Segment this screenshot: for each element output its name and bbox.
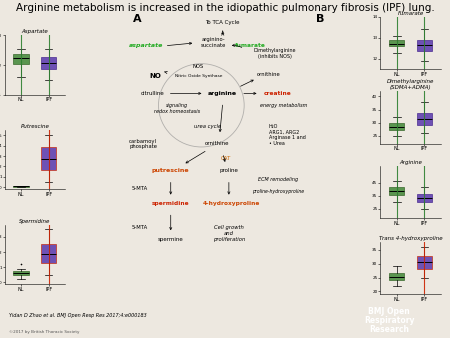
Text: 5-MTA: 5-MTA: [132, 225, 148, 230]
Text: OAT: OAT: [220, 156, 231, 161]
PathPatch shape: [417, 41, 432, 51]
Text: putrescine: putrescine: [152, 168, 189, 173]
Text: ©2017 by British Thoracic Society: ©2017 by British Thoracic Society: [9, 330, 80, 334]
Title: Arginine: Arginine: [399, 160, 422, 165]
Text: Arginine metabolism is increased in the idiopathic pulmonary fibrosis (IPF) lung: Arginine metabolism is increased in the …: [16, 3, 434, 14]
Title: Trans 4-hydroxyproline: Trans 4-hydroxyproline: [379, 236, 442, 241]
Text: ornithine: ornithine: [204, 142, 229, 146]
Text: B: B: [316, 14, 325, 24]
Title: Aspartate: Aspartate: [22, 29, 48, 34]
PathPatch shape: [41, 57, 56, 69]
PathPatch shape: [14, 186, 29, 187]
Text: Dimethylarginine
(inhibits NOS): Dimethylarginine (inhibits NOS): [253, 48, 296, 59]
Text: arginino-
succinate: arginino- succinate: [201, 38, 226, 48]
PathPatch shape: [389, 273, 405, 280]
Text: Yidan D Zhao et al. BMJ Open Resp Res 2017;4:e000183: Yidan D Zhao et al. BMJ Open Resp Res 20…: [9, 313, 147, 318]
Text: A: A: [133, 14, 141, 24]
PathPatch shape: [14, 54, 29, 64]
Text: Nitric Oxide Synthase: Nitric Oxide Synthase: [175, 74, 222, 78]
Text: To TCA Cycle: To TCA Cycle: [206, 20, 240, 25]
Text: Research: Research: [369, 325, 409, 334]
Text: citrulline: citrulline: [140, 91, 164, 96]
PathPatch shape: [417, 113, 432, 125]
Title: Fumarate: Fumarate: [397, 11, 424, 16]
PathPatch shape: [417, 256, 432, 269]
Text: ornithine: ornithine: [257, 72, 280, 77]
Text: spermine: spermine: [158, 237, 184, 242]
Title: Putrescine: Putrescine: [20, 124, 50, 129]
Text: fumarate: fumarate: [235, 43, 266, 48]
Text: NO: NO: [149, 73, 162, 78]
Text: 4-hydroxyproline: 4-hydroxyproline: [203, 201, 261, 206]
PathPatch shape: [389, 41, 405, 46]
PathPatch shape: [389, 187, 405, 195]
Text: ECM remodeling: ECM remodeling: [258, 177, 298, 182]
Text: NOS: NOS: [193, 64, 204, 69]
Text: urea cycle: urea cycle: [194, 124, 221, 129]
Text: Respiratory: Respiratory: [364, 316, 414, 325]
Text: spermidine: spermidine: [152, 201, 189, 206]
Text: signaling
redox homeostasis: signaling redox homeostasis: [154, 103, 200, 114]
Text: proline: proline: [220, 168, 238, 173]
Text: proline-hydroxyproline: proline-hydroxyproline: [252, 189, 304, 194]
Text: energy metabolism: energy metabolism: [260, 103, 308, 108]
Title: Dimethylarginine
(SDMA+ADMA): Dimethylarginine (SDMA+ADMA): [387, 79, 434, 90]
PathPatch shape: [14, 271, 29, 275]
Text: BMJ Open: BMJ Open: [369, 307, 410, 316]
Title: Spermidine: Spermidine: [19, 219, 50, 224]
Text: H₂O
ARG1, ARG2
Arginase 1 and
• Urea: H₂O ARG1, ARG2 Arginase 1 and • Urea: [269, 124, 306, 146]
PathPatch shape: [417, 194, 432, 202]
PathPatch shape: [41, 147, 56, 170]
PathPatch shape: [41, 244, 56, 263]
Text: carbamoyl
phosphate: carbamoyl phosphate: [129, 139, 157, 149]
Text: aspartate: aspartate: [129, 43, 163, 48]
Text: 5-MTA: 5-MTA: [132, 186, 148, 191]
Text: Cell growth
and
proliferation: Cell growth and proliferation: [213, 225, 245, 242]
Text: arginine: arginine: [208, 91, 237, 96]
PathPatch shape: [389, 123, 405, 130]
Text: creatine: creatine: [264, 91, 292, 96]
